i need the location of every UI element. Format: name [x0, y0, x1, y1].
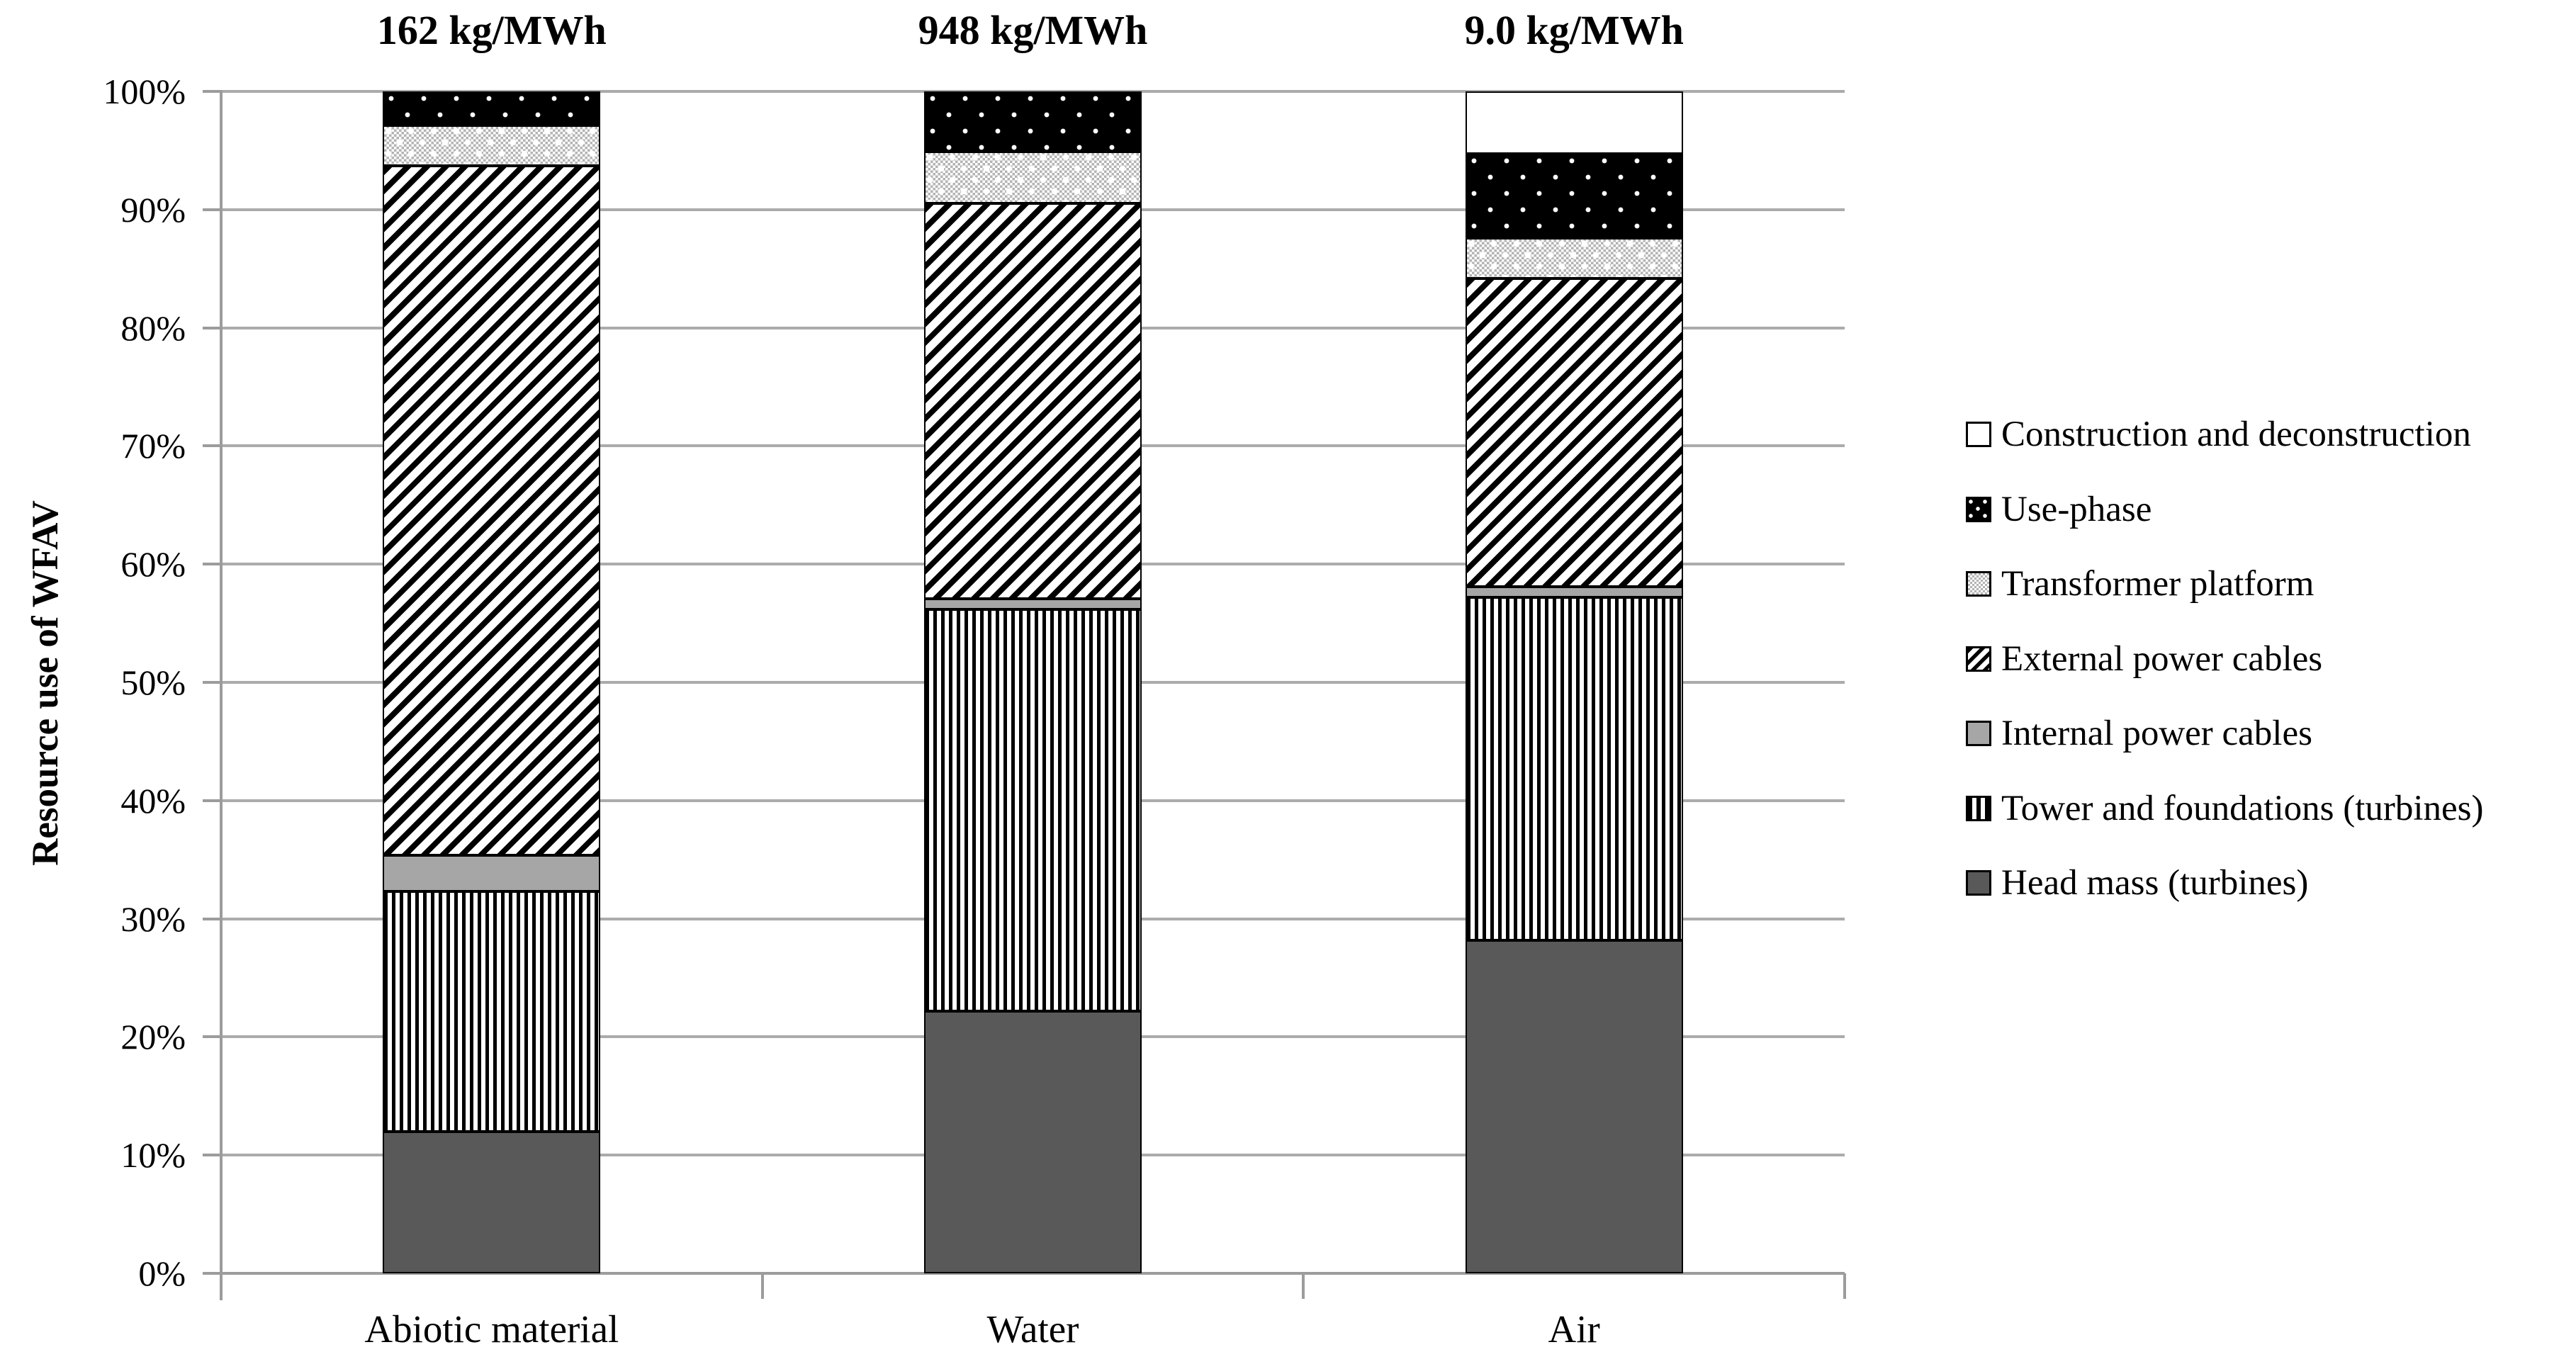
- bar-segment-solid-dark-gray: [1465, 940, 1683, 1273]
- legend-swatch-diagonal-stripes-icon: [1966, 646, 1991, 672]
- legend-swatch-solid-dark-gray-icon: [1966, 870, 1991, 896]
- bar-segment-light-checker: [924, 152, 1142, 204]
- legend-label: Use-phase: [2001, 489, 2152, 529]
- x-tick-mark-0: [220, 1273, 223, 1299]
- bar-total-label: 9.0 kg/MWh: [1464, 7, 1684, 53]
- bar-total-label: 948 kg/MWh: [918, 7, 1148, 53]
- bar-segment-diagonal-stripes: [383, 166, 601, 855]
- y-tick-label-10%: 10%: [120, 1135, 186, 1176]
- category-label: Water: [986, 1307, 1079, 1351]
- legend-label: Construction and deconstruction: [2001, 415, 2471, 454]
- bar-segment-solid-dark-gray: [924, 1010, 1142, 1273]
- y-tick-label-70%: 70%: [120, 426, 186, 466]
- legend-item: Construction and deconstruction: [1966, 414, 2471, 455]
- legend-label: External power cables: [2001, 638, 2323, 679]
- legend-item: Internal power cables: [1966, 713, 2312, 754]
- legend-item: Transformer platform: [1966, 563, 2314, 604]
- bar-segment-black-white-dots: [924, 91, 1142, 152]
- y-tick-mark-40%: [203, 799, 220, 802]
- y-tick-label-100%: 100%: [103, 72, 186, 111]
- bar-total-label: 162 kg/MWh: [376, 7, 607, 53]
- bar-segment-black-white-dots: [383, 91, 601, 126]
- x-tick-mark-1: [760, 1273, 764, 1299]
- y-tick-mark-90%: [203, 208, 220, 211]
- y-tick-mark-50%: [203, 681, 220, 684]
- legend-swatch-black-white-dots-icon: [1966, 496, 1991, 522]
- x-axis-line: [221, 1272, 1845, 1275]
- y-tick-label-80%: 80%: [120, 308, 186, 348]
- y-tick-label-40%: 40%: [120, 780, 186, 821]
- bar-segment-solid-dark-gray: [383, 1131, 601, 1273]
- bar-segment-diagonal-stripes: [924, 203, 1142, 599]
- x-tick-mark-3: [1843, 1273, 1846, 1299]
- legend-swatch-vertical-stripes-icon: [1966, 795, 1991, 821]
- bar-segment-vertical-stripes: [383, 891, 601, 1132]
- y-tick-label-90%: 90%: [120, 189, 186, 230]
- bar-segment-light-checker: [1465, 237, 1683, 278]
- bar-segment-diagonal-stripes: [1465, 278, 1683, 587]
- y-axis-line: [220, 90, 223, 1300]
- bar-segment-white: [1465, 91, 1683, 154]
- legend-label: Transformer platform: [2001, 564, 2315, 604]
- y-tick-mark-0%: [203, 1272, 220, 1275]
- legend-swatch-light-checker-icon: [1966, 571, 1991, 597]
- y-tick-mark-60%: [203, 563, 220, 566]
- bar-segment-solid-gray: [924, 598, 1142, 609]
- legend-item: Use-phase: [1966, 489, 2152, 530]
- bar-segment-vertical-stripes: [1465, 597, 1683, 940]
- category-label: Abiotic material: [364, 1307, 619, 1351]
- bar-segment-vertical-stripes: [924, 609, 1142, 1011]
- y-tick-label-50%: 50%: [120, 663, 186, 702]
- y-tick-mark-70%: [203, 444, 220, 448]
- y-tick-mark-100%: [203, 90, 220, 93]
- legend-label: Head mass (turbines): [2001, 863, 2309, 903]
- y-tick-label-60%: 60%: [120, 544, 186, 585]
- bar-segment-black-white-dots: [1465, 154, 1683, 238]
- category-label: Air: [1548, 1307, 1600, 1351]
- legend-swatch-white-icon: [1966, 422, 1991, 447]
- y-tick-mark-80%: [203, 326, 220, 329]
- legend-item: Head mass (turbines): [1966, 862, 2308, 903]
- legend-swatch-solid-gray-icon: [1966, 721, 1991, 746]
- y-tick-label-20%: 20%: [120, 1017, 186, 1057]
- bar-segment-solid-gray: [383, 855, 601, 892]
- legend-item: Tower and foundations (turbines): [1966, 788, 2484, 829]
- bar-segment-light-checker: [383, 125, 601, 167]
- y-tick-label-0%: 0%: [138, 1253, 186, 1293]
- x-tick-mark-2: [1302, 1273, 1305, 1299]
- legend-item: External power cables: [1966, 638, 2322, 680]
- y-tick-mark-10%: [203, 1154, 220, 1157]
- y-tick-mark-20%: [203, 1035, 220, 1039]
- bar-segment-solid-gray: [1465, 586, 1683, 597]
- y-tick-mark-30%: [203, 917, 220, 920]
- legend-label: Tower and foundations (turbines): [2001, 788, 2484, 828]
- y-tick-label-30%: 30%: [120, 898, 186, 939]
- legend-label: Internal power cables: [2001, 714, 2312, 753]
